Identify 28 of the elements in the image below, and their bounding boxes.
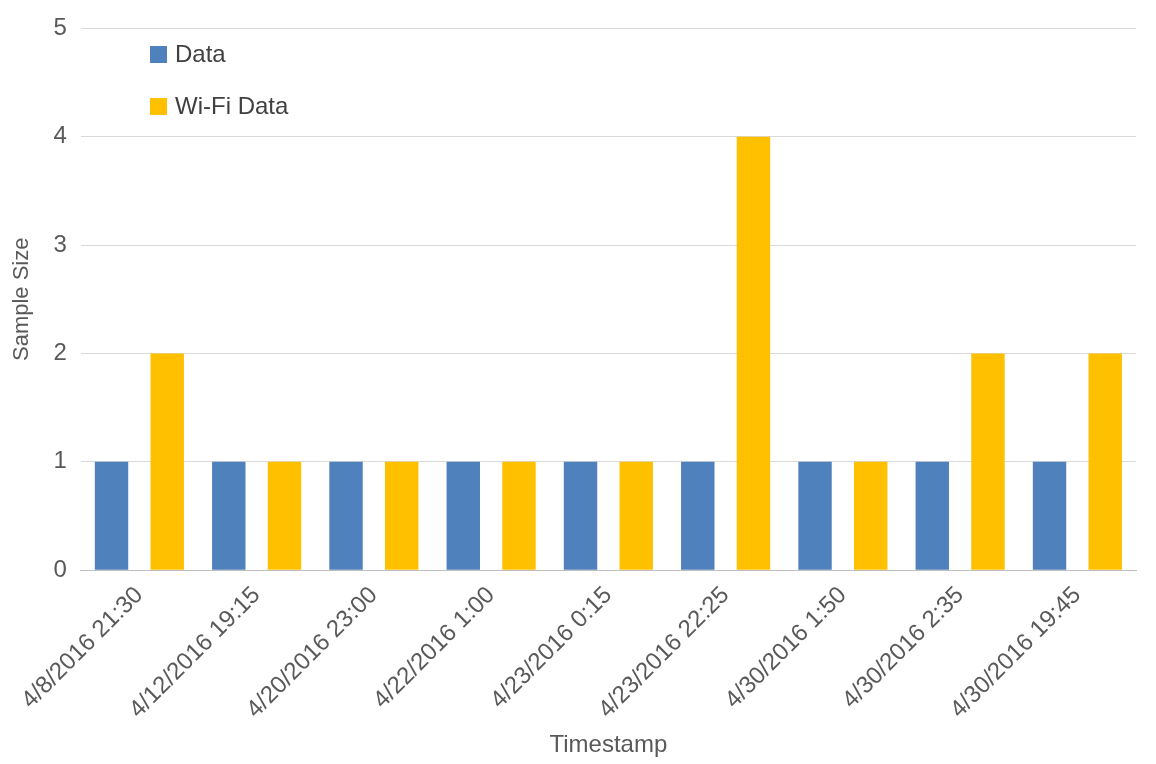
bar [915,461,949,570]
bar [619,461,653,570]
bar [736,136,771,570]
y-axis-title: Sample Size [8,237,34,362]
bar [681,461,715,570]
y-tick-label: 3 [53,229,67,257]
legend-label: Wi-Fi Data [175,92,289,120]
y-tick-label: 0 [53,554,67,582]
bar [94,461,129,570]
y-tick-label: 2 [53,338,67,366]
bar [502,461,536,570]
bar [385,461,419,570]
bar [329,461,363,570]
bar [854,461,888,570]
legend-label: Data [175,40,226,68]
y-tick-label: 5 [53,13,67,41]
bar [798,461,832,570]
x-axis-title: Timestamp [549,730,668,758]
bar [212,461,246,570]
bar [1088,353,1122,570]
bar [563,461,598,570]
bar [150,353,184,570]
y-tick-label: 4 [53,121,67,149]
bar [1032,461,1067,570]
bar [446,461,480,570]
y-tick-label: 1 [53,446,67,474]
bar [971,353,1005,570]
bar [267,461,302,570]
